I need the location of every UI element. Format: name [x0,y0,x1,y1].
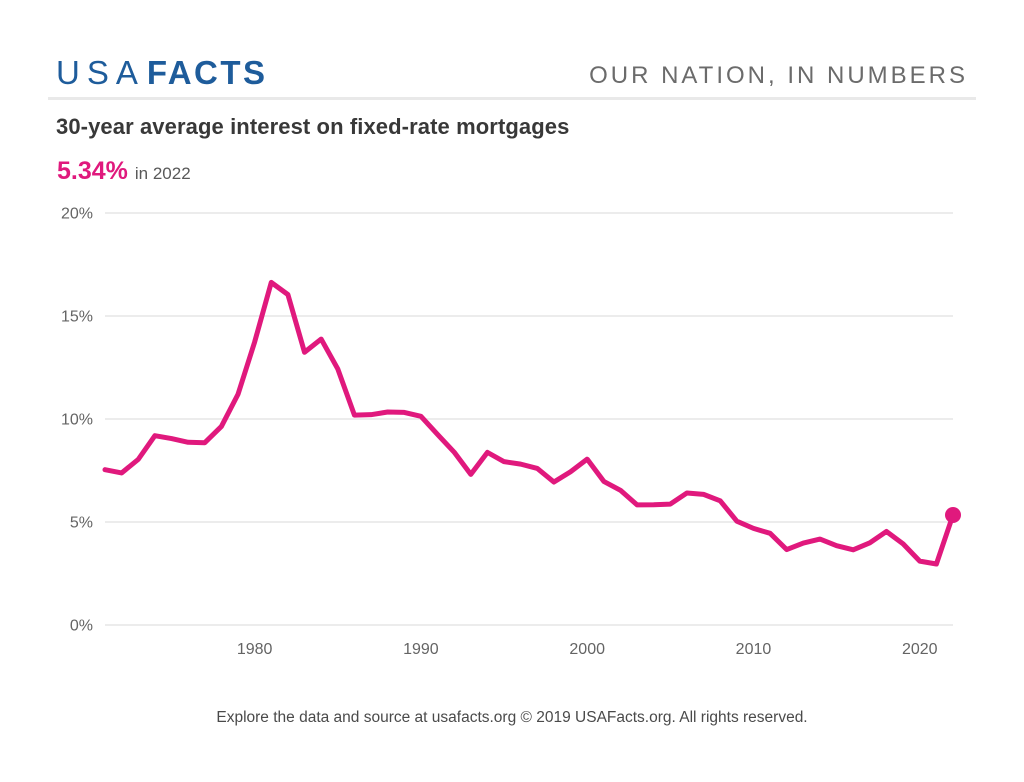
x-tick-label: 2000 [569,641,605,658]
x-tick-label: 1990 [403,641,439,658]
x-tick-label: 1980 [237,641,273,658]
stat-context: in 2022 [134,164,191,183]
rate-line[interactable] [102,279,956,567]
y-tick-label: 15% [61,309,93,326]
x-tick-label: 2020 [902,641,938,658]
y-tick-label: 10% [61,412,93,429]
latest-point-marker[interactable] [945,506,961,523]
headline-stat: 5.34% in 2022 [57,157,191,186]
logo-facts-text: FACTS [146,54,268,91]
footer-text: Explore the data and source at usafacts.… [216,709,808,726]
mortgage-rate-line-chart[interactable]: 0% 5% 10% 15% 20% 1980 1990 2000 2010 2020 [0,195,1024,665]
y-tick-label: 20% [61,206,93,223]
logo-usa-text: USA [56,54,145,91]
y-tick-label: 0% [70,618,93,635]
stat-value: 5.34% [57,157,128,185]
header-divider [48,97,976,100]
usafacts-logo: USAFACTS [56,54,268,92]
x-tick-label: 2010 [736,641,772,658]
header-tagline: OUR NATION, IN NUMBERS [589,62,968,89]
y-tick-label: 5% [70,515,93,532]
chart-title: 30-year average interest on fixed-rate m… [56,114,570,139]
